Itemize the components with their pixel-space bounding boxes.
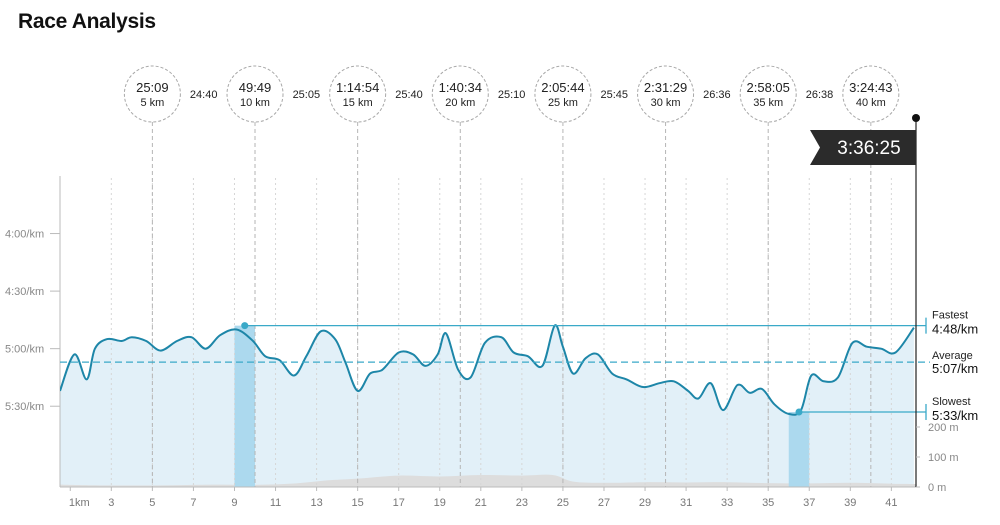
checkpoint-circle (534, 65, 592, 123)
reference-point-slowest (795, 408, 803, 416)
split-time: 26:38 (806, 89, 834, 101)
checkpoint-distance: 40 km (856, 97, 886, 109)
split-time: 25:10 (498, 89, 526, 101)
pace-tick-label: 5:30/km (5, 401, 44, 413)
split-time: 25:05 (293, 89, 321, 101)
checkpoint-circle (123, 65, 181, 123)
checkpoint-circle (637, 65, 695, 123)
pace-area-fill (60, 325, 914, 487)
finish-time: 3:36:25 (837, 138, 900, 159)
pace-tick-label: 5:00/km (5, 344, 44, 356)
page-title: Race Analysis (18, 10, 156, 33)
checkpoint-distance: 35 km (753, 97, 783, 109)
checkpoint-time: 1:40:34 (439, 80, 482, 95)
checkpoint-circle (431, 65, 489, 123)
split-time: 25:40 (395, 89, 423, 101)
elevation-tick-label: 100 m (928, 452, 959, 464)
checkpoint-circle (226, 65, 284, 123)
finish-flag (810, 130, 916, 165)
split-time: 26:36 (703, 89, 731, 101)
km-tick-label: 19 (434, 497, 446, 509)
checkpoint-time: 2:05:44 (541, 80, 584, 95)
km-tick-label: 27 (598, 497, 610, 509)
split-time: 25:45 (600, 89, 628, 101)
km-tick-label: 35 (762, 497, 774, 509)
km-tick-label: 17 (393, 497, 405, 509)
km-tick-label: 1km (69, 497, 90, 509)
km-tick-label: 33 (721, 497, 733, 509)
checkpoint-distance: 20 km (445, 97, 475, 109)
elevation-tick-label: 200 m (928, 422, 959, 434)
checkpoint-distance: 10 km (240, 97, 270, 109)
checkpoint-time: 2:58:05 (747, 80, 790, 95)
checkpoint-time: 2:31:29 (644, 80, 687, 95)
pace-tick-label: 4:30/km (5, 286, 44, 298)
km-tick-label: 13 (310, 497, 322, 509)
reference-label-average: Average (932, 350, 973, 362)
reference-value-slowest: 5:33/km (932, 408, 978, 423)
pace-tick-label: 4:00/km (5, 229, 44, 241)
reference-label-fastest: Fastest (932, 310, 968, 322)
km-tick-label: 31 (680, 497, 692, 509)
km-tick-label: 11 (270, 497, 281, 509)
checkpoint-circle (739, 65, 797, 123)
checkpoint-time: 3:24:43 (849, 80, 892, 95)
km-tick-label: 7 (190, 497, 196, 509)
split-time: 24:40 (190, 89, 218, 101)
checkpoint-time: 1:14:54 (336, 80, 379, 95)
checkpoint-distance: 5 km (140, 97, 164, 109)
km-tick-label: 29 (639, 497, 651, 509)
km-tick-label: 25 (557, 497, 569, 509)
checkpoint-circle (842, 65, 900, 123)
reference-value-average: 5:07/km (932, 361, 978, 376)
checkpoint-circle (329, 65, 387, 123)
checkpoint-distance: 15 km (343, 97, 373, 109)
km-tick-label: 39 (844, 497, 856, 509)
elevation-tick-label: 0 m (928, 482, 946, 494)
km-tick-label: 41 (885, 497, 897, 509)
km-tick-label: 23 (516, 497, 528, 509)
km-tick-label: 3 (108, 497, 114, 509)
highlight-band-fastest-km (234, 325, 256, 487)
checkpoint-time: 25:09 (136, 80, 169, 95)
km-tick-label: 37 (803, 497, 815, 509)
highlight-band-slowest-km (788, 411, 810, 487)
pace-line (60, 324, 915, 416)
km-tick-label: 21 (475, 497, 487, 509)
finish-pole-top (912, 114, 920, 122)
checkpoint-distance: 25 km (548, 97, 578, 109)
reference-value-fastest: 4:48/km (932, 322, 978, 337)
checkpoint-distance: 30 km (651, 97, 681, 109)
km-tick-label: 5 (149, 497, 155, 509)
reference-point-fastest (241, 322, 249, 330)
km-tick-label: 15 (352, 497, 364, 509)
checkpoint-time: 49:49 (239, 80, 272, 95)
km-tick-label: 9 (231, 497, 237, 509)
reference-label-slowest: Slowest (932, 396, 971, 408)
elevation-profile (60, 474, 916, 487)
